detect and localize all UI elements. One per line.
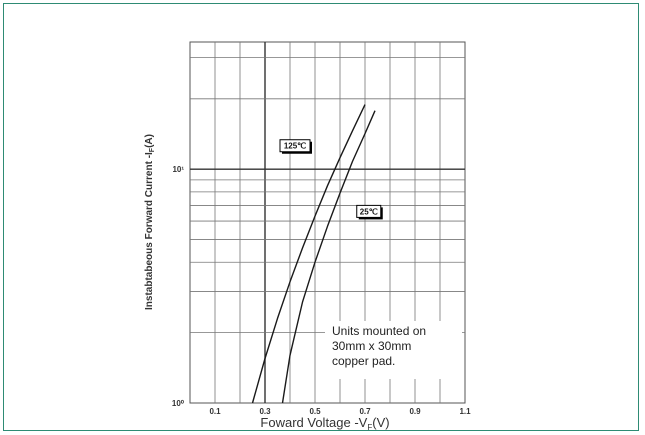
series-label-box [279,139,311,153]
series-label-0: 125℃ [284,142,306,151]
chart-frame: 0.1 0.3 0.5 0.7 0.9 1.1 10⁰ 10¹ 125℃ 25℃ Units … [3,3,639,432]
x-tick-label: 0.5 [309,407,321,416]
annotation-box [325,321,462,379]
y-tick-label: 10⁰ [172,399,185,408]
y-axis-label: Instabtabeous Forward Current -IF(A) [144,134,156,310]
y-tick-labels: 10⁰ 10¹ [172,165,185,408]
x-tick-label: 0.1 [209,407,221,416]
annotation-line-2: 30mm x 30mm [332,339,411,353]
annotation-line-1: Units mounted on [332,324,426,338]
series-label-1: 25℃ [360,207,378,216]
x-tick-label: 0.3 [259,407,271,416]
series-label-box [356,204,382,218]
x-tick-labels: 0.1 0.3 0.5 0.7 0.9 1.1 [209,407,471,416]
annotation-line-3: copper pad. [332,354,395,368]
y-tick-label: 10¹ [172,165,184,174]
series-line-1 [281,110,376,404]
series-layer [251,104,376,404]
series-line-0 [251,104,366,404]
forward-voltage-chart: 0.1 0.3 0.5 0.7 0.9 1.1 10⁰ 10¹ 125℃ 25℃ Units … [144,41,471,432]
x-tick-label: 0.7 [359,407,371,416]
x-tick-label: 1.1 [459,407,471,416]
x-axis-label: Foward Voltage -VF(V) [260,415,389,432]
series-labels: 125℃ 25℃ [279,139,383,220]
x-tick-label: 0.9 [409,407,421,416]
